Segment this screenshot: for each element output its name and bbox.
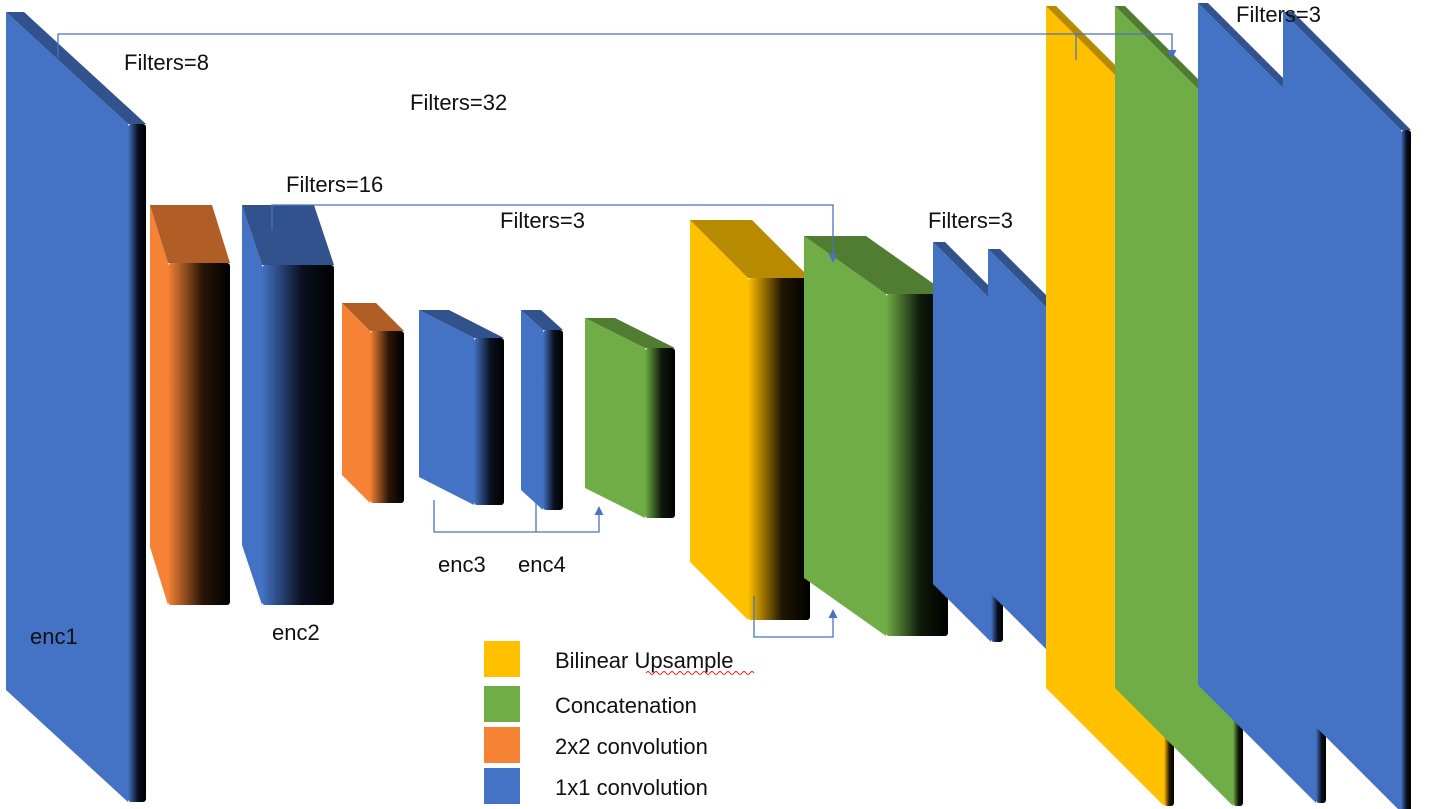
enc3-label: enc3: [438, 552, 486, 577]
enc1-block: [6, 12, 146, 802]
upsample-block-1: [690, 220, 810, 620]
conv2x2-block-1-top-face: [150, 205, 230, 263]
conv1x1-block-out-2: [1283, 12, 1411, 809]
skip-connection-enc2: [271, 204, 838, 263]
enc1-block-front-face: [128, 124, 146, 802]
concat-block-1: [585, 318, 675, 518]
concat-block-1-front-face: [645, 348, 675, 518]
filters-16-label: Filters=16: [286, 172, 383, 197]
legend-swatch-conv2x2: [484, 727, 520, 763]
filters-32-label: Filters=32: [410, 90, 507, 115]
concat-block-1-side-face: [585, 318, 645, 518]
conv2x2-block-1-side-face: [150, 205, 168, 605]
legend-label-conv1x1: 1x1 convolution: [555, 775, 708, 800]
conv2x2-block-2-front-face: [370, 331, 404, 503]
conv2x2-block-1: [150, 205, 230, 605]
enc1-block-side-face: [6, 12, 128, 802]
blocks-layer: [6, 3, 1411, 809]
enc2-block: [242, 205, 334, 605]
legend-label-upsample: Bilinear Upsample: [555, 648, 734, 673]
enc1-label: enc1: [30, 624, 78, 649]
legend-label-concat: Concatenation: [555, 693, 697, 718]
enc2-block-side-face: [242, 205, 262, 605]
spellcheck-underline: [645, 671, 755, 675]
filters-3-top-label: Filters=3: [1236, 2, 1321, 27]
enc2-block-top-face: [242, 205, 334, 265]
enc3-block-top-face: [419, 310, 504, 338]
enc2-block-front-face: [262, 265, 334, 605]
labels-layer: Filters=8 Filters=32 Filters=16 Filters=…: [30, 2, 1321, 649]
upsample-block-1-side-face: [690, 220, 748, 620]
concat-block-2-front-face: [886, 294, 948, 636]
concat-block-2-side-face: [804, 236, 886, 636]
filters-8-label: Filters=8: [124, 50, 209, 75]
legend-swatch-upsample: [484, 641, 520, 677]
enc3-block-front-face: [474, 338, 504, 505]
legend-label-conv2x2: 2x2 convolution: [555, 734, 708, 759]
conv1x1-block-mid-2-top-face: [988, 249, 1058, 307]
legend: Bilinear Upsample Concatenation 2x2 conv…: [484, 641, 755, 804]
conv1x1-block-mid-2-side-face: [988, 249, 1046, 649]
enc4-block-front-face: [543, 330, 563, 510]
legend-swatch-concat: [484, 686, 520, 722]
filters-3-right-label: Filters=3: [928, 208, 1013, 233]
conv1x1-block-out-2-top-face: [1283, 12, 1411, 130]
enc1-block-top-face: [6, 12, 146, 124]
enc2-label: enc2: [272, 620, 320, 645]
enc4-label: enc4: [518, 552, 566, 577]
conv1x1-block-out-2-front-face: [1401, 130, 1411, 809]
upsample-block-1-front-face: [748, 278, 810, 620]
conv1x1-block-mid-1-side-face: [933, 242, 991, 642]
enc4-block-side-face: [521, 310, 543, 510]
upsample-block-1-top-face: [690, 220, 810, 278]
skip-connections: [57, 33, 1177, 638]
enc3-block-side-face: [419, 310, 474, 505]
enc3-block: [419, 310, 504, 505]
conv1x1-block-mid-1-top-face: [933, 242, 1003, 300]
skip-connection-enc1: [57, 33, 1177, 59]
skip-connection-upsample: [753, 596, 838, 638]
concat-block-2: [804, 236, 948, 636]
concat-block-1-top-face: [585, 318, 675, 348]
conv2x2-block-2-side-face: [342, 303, 370, 503]
conv2x2-block-1-front-face: [168, 263, 230, 605]
enc4-block: [521, 310, 563, 510]
concat-block-2-top-face: [804, 236, 948, 294]
conv1x1-block-out-2-side-face: [1283, 12, 1401, 809]
skip-connection-enc3-enc4: [433, 500, 604, 533]
legend-swatch-conv1x1: [484, 768, 520, 804]
conv2x2-block-2-top-face: [342, 303, 404, 331]
conv2x2-block-2: [342, 303, 404, 503]
enc4-block-top-face: [521, 310, 563, 330]
filters-3-mid-label: Filters=3: [500, 208, 585, 233]
